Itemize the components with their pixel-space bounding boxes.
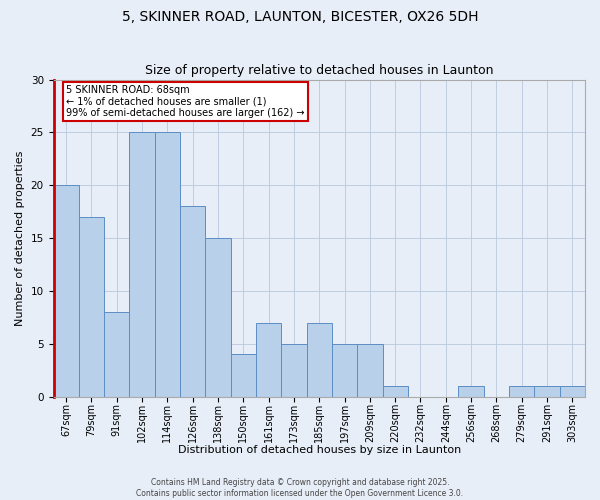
Bar: [357, 344, 383, 397]
Bar: [180, 206, 205, 396]
Bar: [104, 312, 130, 396]
Title: Size of property relative to detached houses in Launton: Size of property relative to detached ho…: [145, 64, 494, 77]
X-axis label: Distribution of detached houses by size in Launton: Distribution of detached houses by size …: [178, 445, 461, 455]
Bar: [535, 386, 560, 396]
Bar: [332, 344, 357, 397]
Bar: [458, 386, 484, 396]
Bar: [53, 185, 79, 396]
Text: 5 SKINNER ROAD: 68sqm
← 1% of detached houses are smaller (1)
99% of semi-detach: 5 SKINNER ROAD: 68sqm ← 1% of detached h…: [66, 85, 305, 118]
Bar: [79, 217, 104, 396]
Bar: [281, 344, 307, 397]
Bar: [256, 322, 281, 396]
Text: Contains HM Land Registry data © Crown copyright and database right 2025.
Contai: Contains HM Land Registry data © Crown c…: [136, 478, 464, 498]
Text: 5, SKINNER ROAD, LAUNTON, BICESTER, OX26 5DH: 5, SKINNER ROAD, LAUNTON, BICESTER, OX26…: [122, 10, 478, 24]
Bar: [307, 322, 332, 396]
Bar: [509, 386, 535, 396]
Bar: [383, 386, 408, 396]
Bar: [230, 354, 256, 397]
Bar: [130, 132, 155, 396]
Bar: [205, 238, 230, 396]
Bar: [155, 132, 180, 396]
Y-axis label: Number of detached properties: Number of detached properties: [15, 150, 25, 326]
Bar: [560, 386, 585, 396]
